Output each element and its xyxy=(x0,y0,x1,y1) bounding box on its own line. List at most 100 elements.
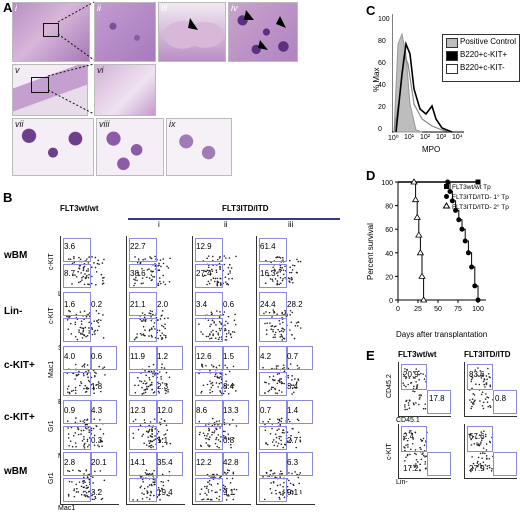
legend-marker xyxy=(442,202,451,209)
x-tick: 10² xyxy=(420,134,431,141)
gate xyxy=(129,346,157,370)
header-rule xyxy=(128,218,340,220)
subpanel-label: iv xyxy=(231,3,238,13)
gate-percent: 24.4 xyxy=(260,300,276,309)
y-axis-label: Gr1 xyxy=(48,420,55,432)
flow-plot: 1.6 0.2 xyxy=(60,290,119,345)
legend-label: FLT3ITD/ITD- 2° Tp xyxy=(452,203,509,211)
gate-percent: 0.8 xyxy=(223,436,235,445)
gate xyxy=(287,346,313,370)
flow-plot: 12.3 12.0 1.1 xyxy=(126,398,185,453)
gate xyxy=(195,452,223,476)
panel-label-c: C xyxy=(366,3,376,18)
gate-percent: 38.6 xyxy=(130,269,146,278)
y-axis-label: Mac1 xyxy=(48,360,55,378)
b220-ckit-pos-curve xyxy=(395,40,453,133)
scatter-density xyxy=(468,367,494,410)
data-point xyxy=(418,272,426,279)
gate xyxy=(259,264,287,288)
gate-percent: 83.6 xyxy=(469,370,485,379)
gate-percent: 12.3 xyxy=(130,406,146,415)
gate xyxy=(157,400,183,424)
data-point xyxy=(456,217,462,223)
scatter-density xyxy=(134,363,171,395)
gate-percent: 20.1 xyxy=(91,458,107,467)
row-label: c-KIT+ xyxy=(4,360,35,371)
subpanel-label: vi xyxy=(97,65,104,75)
legend-marker xyxy=(444,194,449,199)
col-header-itd: FLT3ITD/ITD xyxy=(222,204,269,213)
zoom-lines xyxy=(47,1,286,115)
gate xyxy=(259,372,287,396)
flow-plot: 12.2 42.8 9.1 xyxy=(192,450,251,505)
histogram-plot xyxy=(392,14,464,133)
gate xyxy=(467,364,493,390)
y-tick-label: 100 xyxy=(381,180,393,187)
gate xyxy=(195,264,223,288)
gate-percent: 0.8 xyxy=(495,394,507,403)
flow-plot: 12.6 1.5 8.4 xyxy=(192,344,251,399)
flow-plot: 4.2 0.7 3.4 xyxy=(256,344,315,399)
gate xyxy=(91,346,117,370)
gate xyxy=(223,400,249,424)
panel-label-b: B xyxy=(3,190,13,205)
arrowhead-icon xyxy=(244,10,254,20)
gate-percent: 0.3 xyxy=(91,436,103,445)
flow-plot: 6.3 9.1 xyxy=(256,450,315,505)
gate xyxy=(259,238,287,262)
gate-percent: 67.6 xyxy=(469,432,485,441)
flow-plot: 14.1 35.4 19.4 xyxy=(126,450,185,505)
scatter-density xyxy=(202,255,237,287)
gate xyxy=(259,426,287,450)
zoom-box xyxy=(31,77,49,93)
d-xlabel: Days after transplantation xyxy=(396,330,488,339)
gate xyxy=(401,364,427,390)
scatter-density xyxy=(67,255,105,286)
gate-percent: 28.2 xyxy=(287,300,303,309)
gate-percent: 4.0 xyxy=(64,352,76,361)
gate-percent: 2.8 xyxy=(64,458,76,467)
gate-percent: 4.2 xyxy=(260,352,272,361)
x-tick-label: 50 xyxy=(434,306,442,313)
gate-percent: 17.8 xyxy=(429,394,445,403)
micrograph-vii xyxy=(12,118,94,176)
data-point xyxy=(419,296,428,303)
gate-percent: 4.3 xyxy=(91,406,103,415)
gate xyxy=(91,452,117,476)
flow-plot: 2.8 20.1 3.2 xyxy=(60,450,119,505)
gate-percent: 3.4 xyxy=(287,382,299,391)
gate xyxy=(259,292,287,316)
gate-percent: 1.6 xyxy=(64,300,76,309)
y-tick-label: 0 xyxy=(389,298,393,305)
subpanel-label: ix xyxy=(169,119,176,129)
subpanel-label: v xyxy=(15,65,20,75)
gate-percent: 2.3 xyxy=(157,382,169,391)
scatter-density xyxy=(132,469,171,501)
legend-swatch xyxy=(446,51,458,61)
scatter-density xyxy=(262,417,302,449)
legend-swatch xyxy=(446,64,458,74)
subpanel-label: i xyxy=(15,3,17,13)
gate-percent: 35.4 xyxy=(157,458,173,467)
x-tick: 10⁴ xyxy=(452,134,463,141)
data-point xyxy=(462,238,468,244)
y-axis-label: c-KIT xyxy=(48,307,55,324)
gate xyxy=(63,426,91,450)
gate xyxy=(195,426,223,450)
gate xyxy=(63,372,91,396)
gate-percent: 6.3 xyxy=(287,458,299,467)
gate-percent: 8.6 xyxy=(196,406,208,415)
y-tick-label: 40 xyxy=(385,251,393,258)
legend-swatch xyxy=(446,38,458,48)
legend-label: Positive Control xyxy=(460,37,517,46)
zoom-box xyxy=(43,23,59,37)
y-tick: 80 xyxy=(378,38,386,45)
flow-plot: 2.4 17.2 xyxy=(398,424,451,479)
gate-percent: 1.1 xyxy=(157,436,169,445)
gate-percent: 22.7 xyxy=(130,242,146,251)
legend-label: B220+c-KIT- xyxy=(460,63,505,72)
gate-percent: 61.4 xyxy=(260,242,276,251)
x-axis-label: CD45.1 xyxy=(396,417,420,424)
gate xyxy=(259,318,287,342)
flow-plot: 67.6 27.9 xyxy=(464,424,517,479)
